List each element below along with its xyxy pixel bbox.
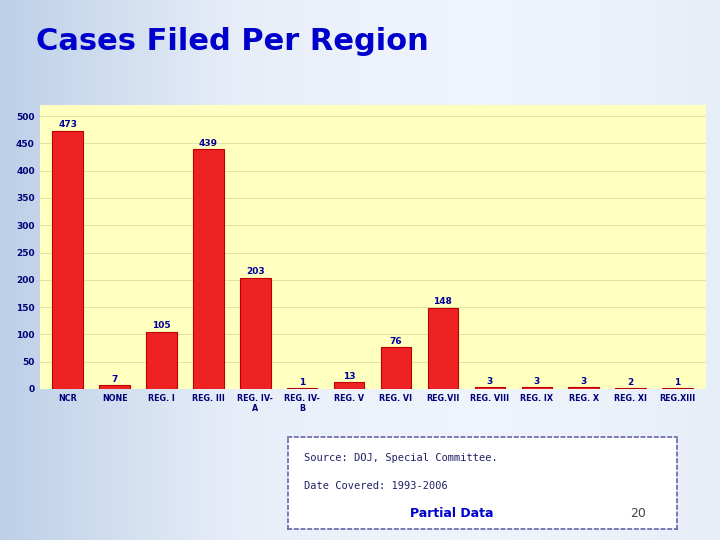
Bar bbox=[381, 347, 411, 389]
Text: 3: 3 bbox=[580, 377, 587, 386]
Bar bbox=[334, 382, 364, 389]
Bar bbox=[287, 388, 318, 389]
Bar bbox=[193, 150, 224, 389]
Bar bbox=[428, 308, 458, 389]
Text: 148: 148 bbox=[433, 298, 452, 307]
Bar bbox=[616, 388, 646, 389]
Text: 7: 7 bbox=[112, 375, 118, 384]
Text: 3: 3 bbox=[487, 377, 493, 386]
Text: 2: 2 bbox=[627, 377, 634, 387]
Text: 203: 203 bbox=[246, 267, 265, 276]
Text: Date Covered: 1993-2006: Date Covered: 1993-2006 bbox=[304, 482, 447, 491]
Bar bbox=[99, 385, 130, 389]
Legend: No. of Cases: No. of Cases bbox=[314, 483, 431, 502]
Text: 13: 13 bbox=[343, 372, 356, 381]
Bar bbox=[521, 387, 552, 389]
Bar bbox=[662, 388, 693, 389]
Bar bbox=[568, 387, 599, 389]
Text: 1: 1 bbox=[299, 378, 305, 387]
Text: 1: 1 bbox=[675, 378, 680, 387]
Bar bbox=[53, 131, 83, 389]
Text: Cases Filed Per Region: Cases Filed Per Region bbox=[36, 27, 428, 56]
Text: Partial Data: Partial Data bbox=[410, 507, 493, 520]
Text: Source: DOJ, Special Committee.: Source: DOJ, Special Committee. bbox=[304, 453, 498, 463]
Text: 473: 473 bbox=[58, 120, 77, 129]
Bar bbox=[146, 332, 177, 389]
Text: 105: 105 bbox=[152, 321, 171, 330]
Text: 20: 20 bbox=[630, 507, 646, 520]
Text: 439: 439 bbox=[199, 139, 218, 148]
Text: 3: 3 bbox=[534, 377, 540, 386]
Bar bbox=[240, 278, 271, 389]
Bar bbox=[474, 387, 505, 389]
Text: 76: 76 bbox=[390, 337, 402, 346]
